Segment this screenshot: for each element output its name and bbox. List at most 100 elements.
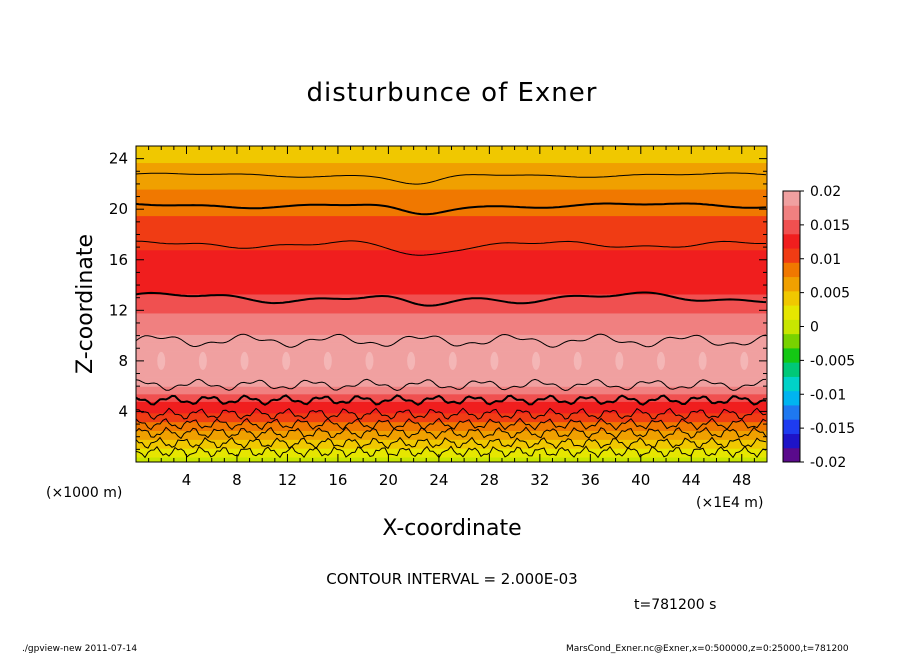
- color-band: [136, 290, 767, 292]
- core-cell: [240, 351, 249, 370]
- x-tick-label: 28: [480, 471, 499, 489]
- color-band: [136, 282, 767, 285]
- color-band: [136, 381, 767, 383]
- color-band: [136, 419, 767, 421]
- color-band: [136, 430, 767, 433]
- color-band: [136, 400, 767, 402]
- color-band: [136, 200, 767, 203]
- color-band: [136, 214, 767, 217]
- color-band: [136, 330, 767, 333]
- color-band: [136, 255, 767, 258]
- colorbar-label: -0.02: [810, 455, 846, 471]
- color-band: [136, 235, 767, 238]
- color-band: [136, 205, 767, 208]
- color-band: [136, 298, 767, 301]
- footer-right: MarsCond_Exner.nc@Exner,x=0:500000,z=0:2…: [566, 644, 849, 654]
- color-band: [136, 249, 767, 252]
- core-cell: [282, 351, 291, 370]
- color-band: [136, 413, 767, 416]
- color-band: [136, 285, 767, 287]
- color-band: [136, 311, 767, 314]
- color-band: [136, 306, 767, 309]
- x-tick-label: 4: [182, 471, 192, 489]
- colorbar-swatch: [783, 419, 800, 434]
- color-band: [136, 191, 767, 194]
- color-band: [136, 410, 767, 413]
- color-band: [136, 454, 767, 457]
- color-band: [136, 243, 767, 246]
- color-band: [136, 336, 767, 339]
- contour-interval: CONTOUR INTERVAL = 2.000E-03: [326, 570, 577, 588]
- color-band: [136, 449, 767, 452]
- color-band: [136, 384, 767, 387]
- colorbar-swatch: [783, 276, 800, 292]
- color-band: [136, 167, 767, 170]
- color-band: [136, 166, 767, 169]
- color-band: [136, 391, 767, 394]
- color-band: [136, 210, 767, 213]
- color-band: [136, 444, 767, 447]
- color-band: [136, 451, 767, 454]
- color-band: [136, 340, 767, 343]
- color-band: [136, 239, 767, 242]
- contour-line: [136, 291, 767, 307]
- color-band: [136, 310, 767, 313]
- color-band: [136, 411, 767, 414]
- color-band: [136, 407, 767, 410]
- color-band: [136, 417, 767, 420]
- x-tick-label: 8: [232, 471, 242, 489]
- color-band: [136, 154, 767, 157]
- time-label: t=781200 s: [634, 597, 716, 613]
- color-band: [136, 201, 767, 204]
- color-band: [136, 271, 767, 273]
- color-band: [136, 206, 767, 209]
- colorbar-swatch: [783, 248, 800, 263]
- color-band: [136, 162, 767, 165]
- color-band: [136, 231, 767, 234]
- color-band: [136, 248, 767, 251]
- color-band: [136, 257, 767, 260]
- color-band: [136, 181, 767, 184]
- x-tick-label: 20: [379, 471, 398, 489]
- core-cell: [573, 351, 582, 370]
- contour-line: [136, 378, 767, 392]
- core-cell: [740, 351, 749, 370]
- color-band: [136, 195, 767, 198]
- chart-title: disturbunce of Exner: [307, 78, 598, 108]
- color-band: [136, 277, 767, 280]
- color-band: [136, 258, 767, 261]
- color-band: [136, 387, 767, 390]
- color-band: [136, 435, 767, 438]
- color-band: [136, 164, 767, 167]
- colorbar-swatch: [783, 390, 800, 406]
- color-band: [136, 159, 767, 162]
- color-band: [136, 157, 767, 160]
- core-cell: [198, 351, 207, 370]
- color-band: [136, 163, 767, 166]
- color-band: [136, 196, 767, 199]
- color-band: [136, 202, 767, 205]
- x-tick-label: 44: [682, 471, 701, 489]
- x-tick-label: 12: [278, 471, 297, 489]
- color-band: [136, 245, 767, 248]
- color-band: [136, 170, 767, 172]
- colorbar-swatch: [783, 290, 800, 306]
- contour-line: [136, 202, 767, 216]
- color-band: [136, 261, 767, 263]
- colorbar-swatch: [783, 362, 800, 377]
- color-band: [136, 226, 767, 229]
- x-tick-label: 16: [328, 471, 347, 489]
- color-band: [136, 305, 767, 308]
- colorbar: 0.02 0.015 0.01 0.005 0 -0.005 -0.01 -0.015 -0.0…: [782, 184, 855, 471]
- color-band: [136, 293, 767, 296]
- color-band: [136, 392, 767, 395]
- color-band: [136, 175, 767, 177]
- y-tick-label: 12: [109, 301, 128, 319]
- plot-area: [136, 146, 767, 462]
- color-band: [136, 453, 767, 456]
- contour-line: [136, 426, 767, 440]
- color-band: [136, 186, 767, 189]
- color-band: [136, 283, 767, 286]
- color-band: [136, 252, 767, 255]
- color-band: [136, 269, 767, 272]
